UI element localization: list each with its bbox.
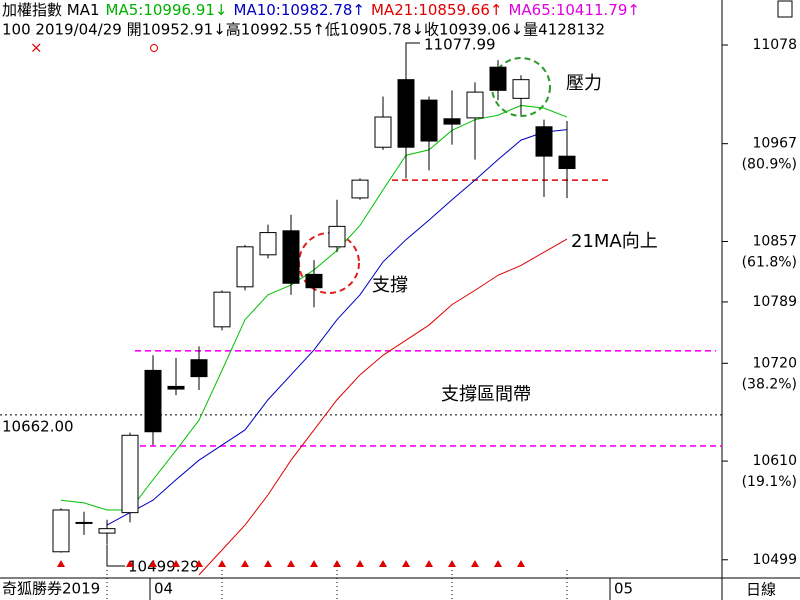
month-label: 04: [154, 580, 173, 598]
signal: [448, 560, 456, 567]
candle-body: [420, 99, 438, 142]
annotation: 支撐區間帶: [441, 384, 531, 405]
signal: [149, 560, 157, 567]
signal: [57, 560, 65, 567]
signal: [287, 560, 295, 567]
annotation: 支撐: [372, 275, 408, 296]
candle-body: [236, 246, 254, 288]
candle-body: [397, 79, 415, 148]
signal: [241, 560, 249, 567]
period: MA1: [67, 1, 100, 19]
legend-entry: MA10:10982.78↑: [234, 1, 365, 19]
fib-label: (80.9%): [742, 157, 797, 173]
candle-body: [167, 385, 185, 390]
signal: [471, 560, 479, 567]
candle-body: [121, 434, 139, 514]
candle-body: [213, 291, 231, 328]
candle-body: [443, 118, 461, 125]
month-label: 05: [614, 580, 633, 598]
legend-entry: MA21:10859.66↑: [371, 1, 502, 19]
legend-entry: MA5:10996.91↓: [106, 1, 228, 19]
fib-label: (38.2%): [742, 376, 797, 392]
ma-line: [106, 129, 568, 526]
leader: [405, 42, 420, 45]
icon: [777, 0, 793, 18]
marker: ×: [30, 39, 43, 57]
candle-body: [190, 359, 208, 378]
title: 加權指數: [2, 1, 62, 19]
y-tick-label: 10967: [752, 136, 797, 152]
candle-body: [489, 66, 507, 91]
annotation: 21MA向上: [571, 231, 658, 252]
candle-body: [282, 230, 300, 284]
candle-body: [558, 155, 576, 170]
candle-body: [535, 126, 553, 157]
candle-body: [52, 509, 70, 553]
legend-entry: MA65:10411.79↑: [508, 1, 639, 19]
marker: [150, 44, 158, 52]
reference-label: 10662.00: [2, 417, 74, 435]
candle-body: [305, 273, 323, 289]
footer-year: 2019: [62, 580, 100, 598]
signal: [517, 560, 525, 567]
signal: [333, 560, 341, 567]
fib-label: (61.8%): [742, 254, 797, 270]
annotation: 壓力: [566, 73, 602, 94]
candle-body: [144, 369, 162, 433]
y-tick-label: 11078: [752, 37, 797, 53]
signal: [126, 560, 134, 567]
signal: [356, 560, 364, 567]
candle-body: [259, 232, 277, 256]
y-tick-label: 10789: [752, 294, 797, 310]
signal: [425, 560, 433, 567]
footer-source: 奇狐勝券: [2, 580, 62, 598]
high-label: 11077.99: [424, 35, 496, 53]
low-label: 10499.29: [128, 558, 200, 576]
y-tick-label: 10499: [752, 552, 797, 568]
y-tick-label: 10720: [752, 355, 797, 371]
signal: [172, 560, 180, 567]
signal: [379, 560, 387, 567]
candle-body: [98, 528, 116, 534]
y-tick-label: 10610: [752, 453, 797, 469]
candle-body: [374, 116, 392, 148]
ma-line: [198, 238, 568, 576]
frequency: 日線: [746, 581, 776, 599]
candle-body: [328, 225, 346, 248]
leader: [106, 545, 125, 567]
header-line2: 100 2019/04/29 開10952.91↓高10992.55↑低1090…: [2, 21, 605, 39]
candle-body: [75, 521, 93, 524]
fib-label: (19.1%): [742, 474, 797, 490]
candle-body: [512, 79, 530, 99]
header-line1: 加權指數 MA1 MA5:10996.91↓ MA10:10982.78↑ MA21:…: [2, 1, 640, 19]
candle-body: [466, 91, 484, 119]
y-tick-label: 10857: [752, 233, 797, 249]
candle-body: [351, 179, 369, 199]
signal: [310, 560, 318, 567]
signal: [402, 560, 410, 567]
signal: [218, 560, 226, 567]
signal: [494, 560, 502, 567]
signal: [264, 560, 272, 567]
signal: [195, 560, 203, 567]
